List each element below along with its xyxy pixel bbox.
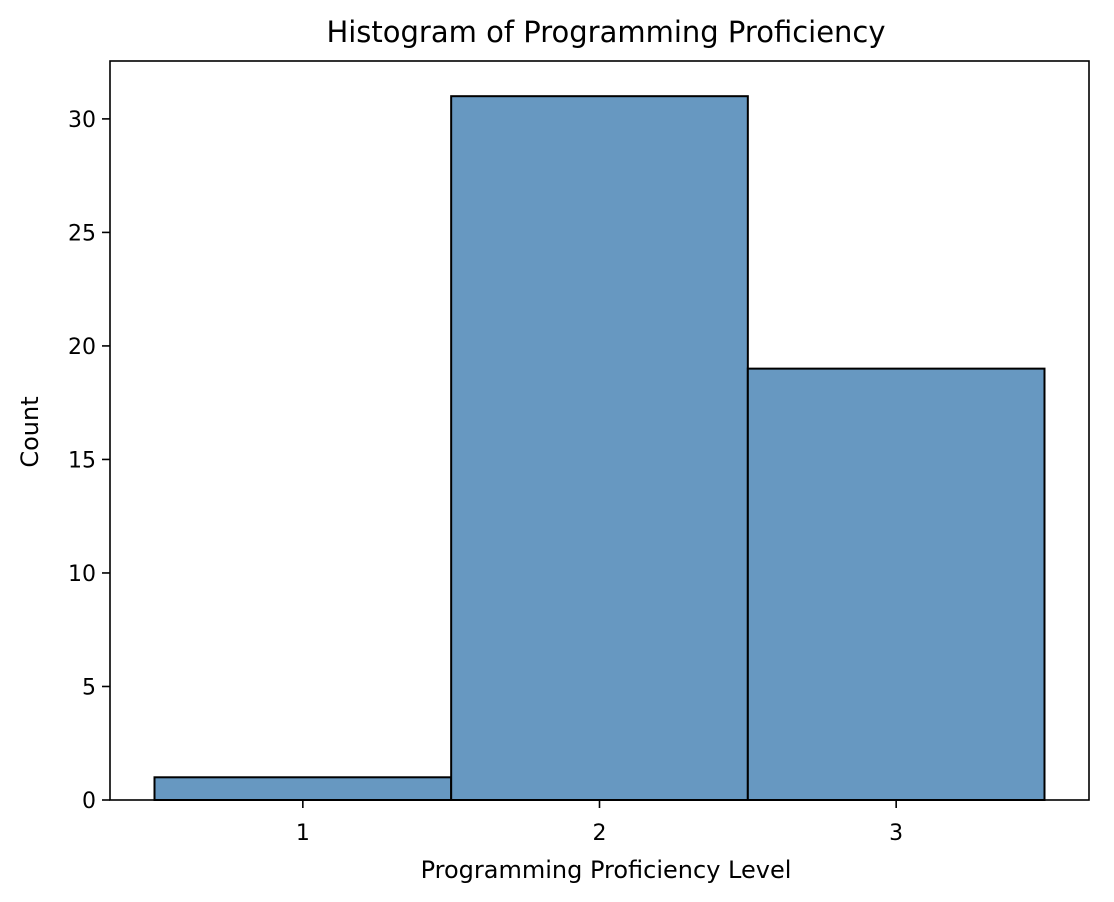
plot-area <box>153 95 1046 801</box>
y-axis-ticks: 0 5 10 15 20 25 30 <box>68 108 110 814</box>
y-tick-label: 10 <box>68 562 96 587</box>
x-tick-label: 2 <box>593 821 607 846</box>
histogram-bar-1 <box>153 776 453 801</box>
y-tick-label: 0 <box>82 789 96 814</box>
y-tick-label: 30 <box>68 108 96 133</box>
x-tick-label: 1 <box>296 821 310 846</box>
x-axis-ticks: 1 2 3 <box>296 800 903 846</box>
histogram-bar-2 <box>450 95 749 801</box>
y-tick-label: 15 <box>68 448 96 473</box>
x-axis-label: Programming Proficiency Level <box>421 856 792 884</box>
axes-frame <box>109 60 1090 801</box>
chart-title: Histogram of Programming Proficiency <box>326 15 885 49</box>
y-axis-label: Count <box>16 396 44 467</box>
x-tick-label: 3 <box>889 821 903 846</box>
y-tick-label: 5 <box>82 675 96 700</box>
histogram-bar-3 <box>746 367 1046 801</box>
y-tick-label: 20 <box>68 335 96 360</box>
y-tick-label: 25 <box>68 221 96 246</box>
